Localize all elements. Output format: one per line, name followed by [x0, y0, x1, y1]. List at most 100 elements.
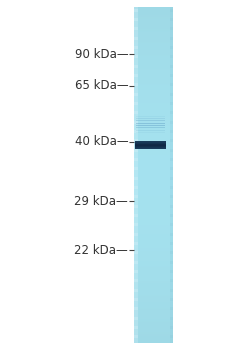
- Bar: [134, 312, 173, 313]
- Bar: [134, 254, 138, 256]
- Bar: [170, 119, 173, 120]
- Bar: [134, 163, 173, 164]
- Bar: [134, 330, 173, 331]
- Bar: [170, 216, 173, 218]
- Bar: [134, 290, 173, 292]
- Bar: [134, 46, 138, 48]
- Bar: [134, 323, 173, 324]
- Bar: [170, 167, 173, 169]
- Bar: [134, 102, 138, 104]
- Bar: [170, 331, 173, 332]
- Bar: [134, 324, 173, 326]
- Bar: [170, 272, 173, 274]
- Bar: [134, 99, 138, 100]
- Bar: [134, 203, 173, 204]
- Bar: [134, 271, 173, 273]
- Bar: [134, 154, 173, 155]
- Bar: [134, 241, 173, 243]
- Bar: [134, 243, 138, 245]
- Bar: [134, 225, 138, 227]
- Bar: [134, 33, 138, 34]
- Bar: [170, 45, 173, 47]
- Bar: [170, 44, 173, 46]
- Bar: [134, 324, 138, 326]
- Bar: [170, 162, 173, 163]
- Bar: [134, 188, 173, 190]
- Bar: [170, 122, 173, 124]
- Bar: [170, 99, 173, 100]
- Bar: [134, 66, 173, 68]
- Bar: [134, 41, 138, 42]
- Bar: [170, 158, 173, 160]
- Bar: [170, 93, 173, 95]
- Bar: [134, 126, 138, 127]
- Bar: [134, 65, 173, 67]
- Bar: [134, 197, 138, 199]
- Bar: [170, 109, 173, 110]
- Bar: [134, 338, 138, 340]
- Bar: [134, 74, 138, 76]
- Bar: [134, 173, 138, 174]
- Bar: [134, 168, 173, 170]
- Bar: [134, 111, 173, 113]
- Bar: [134, 295, 173, 296]
- Bar: [134, 139, 138, 141]
- Bar: [170, 222, 173, 224]
- Bar: [134, 185, 173, 187]
- Bar: [170, 293, 173, 294]
- Bar: [170, 30, 173, 32]
- Bar: [170, 336, 173, 338]
- Bar: [134, 219, 138, 220]
- Bar: [134, 266, 173, 267]
- Bar: [170, 86, 173, 88]
- Bar: [134, 162, 138, 163]
- Bar: [134, 93, 173, 95]
- Bar: [134, 303, 173, 304]
- Bar: [134, 12, 138, 13]
- Bar: [170, 231, 173, 232]
- Bar: [134, 18, 138, 20]
- Bar: [134, 313, 173, 314]
- Bar: [134, 139, 173, 141]
- Bar: [134, 317, 173, 319]
- Bar: [134, 176, 173, 177]
- Bar: [134, 134, 173, 135]
- Bar: [134, 341, 138, 342]
- Bar: [134, 276, 173, 277]
- Bar: [134, 194, 138, 196]
- Bar: [134, 27, 138, 29]
- Bar: [134, 276, 138, 277]
- Bar: [134, 295, 138, 296]
- Bar: [134, 188, 138, 190]
- Bar: [170, 146, 173, 147]
- Bar: [134, 120, 138, 121]
- Bar: [134, 110, 173, 112]
- Bar: [170, 154, 173, 155]
- Bar: [170, 332, 173, 333]
- Bar: [170, 221, 173, 222]
- Bar: [134, 30, 138, 32]
- Bar: [134, 315, 138, 316]
- Bar: [170, 214, 173, 216]
- Bar: [134, 160, 138, 162]
- Bar: [134, 298, 138, 300]
- Bar: [170, 102, 173, 104]
- Bar: [134, 51, 173, 52]
- Bar: [170, 276, 173, 277]
- Bar: [134, 164, 138, 165]
- Bar: [134, 229, 173, 230]
- Bar: [170, 36, 173, 37]
- Bar: [134, 147, 138, 148]
- Bar: [134, 29, 173, 31]
- Bar: [170, 19, 173, 21]
- Bar: [134, 45, 138, 47]
- Bar: [134, 213, 173, 215]
- Bar: [134, 94, 173, 96]
- Bar: [134, 243, 173, 245]
- Bar: [170, 292, 173, 293]
- Bar: [134, 111, 138, 113]
- Bar: [134, 38, 173, 40]
- Bar: [134, 196, 138, 198]
- Bar: [134, 69, 173, 70]
- Bar: [134, 137, 138, 138]
